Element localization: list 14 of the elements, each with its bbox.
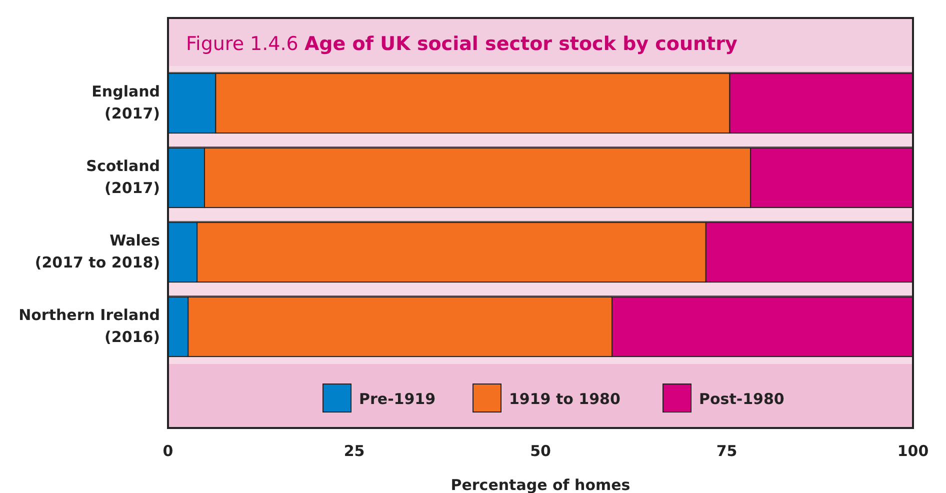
x-tick-label: 100 (897, 442, 929, 460)
x-tick-label: 25 (344, 442, 365, 460)
chart-title: Figure 1.4.6 Age of UK social sector stock by country (186, 33, 738, 55)
legend-label: Post-1980 (699, 390, 784, 408)
x-axis-title: Percentage of homes (450, 476, 630, 493)
x-tick-label: 75 (716, 442, 738, 460)
y-tick-label: Wales (2017 to 2018) (34, 231, 160, 272)
legend-label: Pre-1919 (359, 390, 436, 408)
legend-label: 1919 to 1980 (509, 390, 620, 408)
x-tick-label: 0 (162, 442, 174, 460)
y-tick-label: Scotland (2017) (86, 156, 160, 197)
y-tick-label: England (2017) (92, 82, 160, 122)
x-tick-label: 50 (530, 442, 551, 460)
y-tick-label: Northern Ireland (2016) (18, 306, 160, 346)
